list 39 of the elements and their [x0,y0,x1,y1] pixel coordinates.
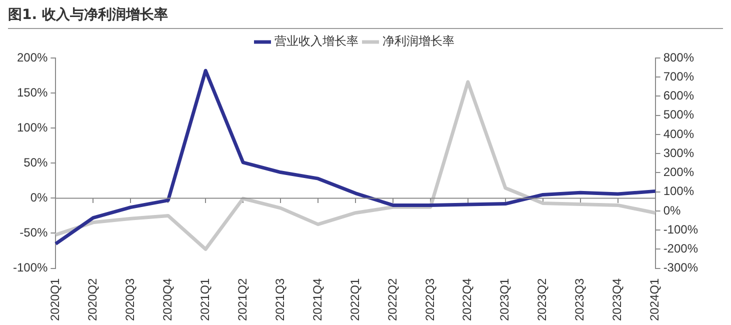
y2-tick-label: 600% [663,88,694,103]
y-tick-label: -100% [13,260,48,275]
y-tick-label: 200% [16,50,48,64]
y2-tick-label: 800% [663,50,694,64]
y2-tick-label: 400% [663,126,694,141]
x-tick-label: 2023Q4 [610,278,624,321]
x-tick-label: 2020Q2 [85,278,100,321]
x-tick-label: 2020Q1 [48,278,62,321]
x-tick-label: 2024Q1 [648,278,662,321]
x-tick-label: 2022Q1 [348,278,362,321]
x-tick-label: 2022Q3 [422,278,437,321]
x-tick-label: 2023Q3 [572,278,587,321]
y2-tick-label: 300% [663,146,694,160]
y2-tick-label: -200% [663,241,698,256]
y-tick-label: -50% [20,226,48,240]
x-tick-label: 2021Q3 [272,278,287,321]
x-tick-label: 2021Q4 [310,278,324,321]
x-tick-label: 2022Q4 [460,278,474,321]
y2-tick-label: 500% [663,108,694,122]
y-tick-label: 100% [16,120,48,134]
y2-tick-label: 200% [663,165,694,180]
chart-title: 图1. 收入与净利润增长率 [8,6,168,24]
y-tick-label: 150% [16,85,48,100]
x-tick-label: 2022Q2 [385,278,400,321]
y-tick-label: 50% [24,155,48,170]
x-tick-label: 2020Q4 [160,278,174,321]
x-tick-label: 2023Q1 [498,278,512,321]
y2-tick-label: -300% [663,260,698,275]
legend-label: 净利润增长率 [382,34,454,48]
y2-tick-label: 700% [663,69,694,84]
y2-tick-label: 100% [663,184,694,198]
x-tick-label: 2021Q1 [198,278,212,321]
x-tick-label: 2020Q3 [122,278,137,321]
y-tick-label: 0% [30,190,48,205]
y2-tick-label: 0% [663,203,681,218]
x-tick-label: 2023Q2 [535,278,550,321]
x-tick-label: 2021Q2 [235,278,250,321]
legend-label: 营业收入增长率 [274,34,358,48]
y2-tick-label: -100% [663,222,698,236]
